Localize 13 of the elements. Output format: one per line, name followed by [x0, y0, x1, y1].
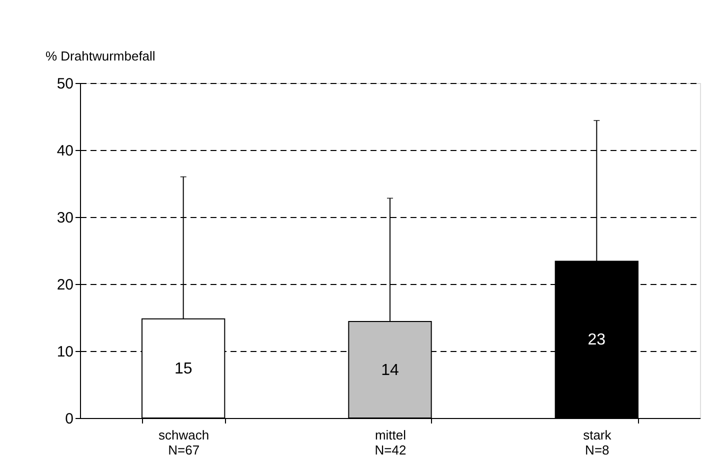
y-tick-label: 50	[56, 76, 74, 92]
x-tick-label: schwach N=67	[158, 428, 210, 458]
data-label: 14	[381, 362, 399, 379]
y-tick-label: 30	[56, 210, 74, 226]
x-tick-label: mittel N=42	[374, 428, 406, 458]
y-tick-label: 20	[56, 276, 74, 294]
data-label: 15	[174, 360, 192, 378]
x-tick-label: stark N=8	[583, 428, 612, 458]
data-label: 23	[588, 332, 606, 349]
y-tick-label: 40	[56, 142, 74, 160]
y-axis-title: % Drahtwurmbefall	[46, 48, 156, 64]
y-tick-label: 10	[56, 344, 74, 360]
y-tick-label: 0	[65, 410, 74, 428]
